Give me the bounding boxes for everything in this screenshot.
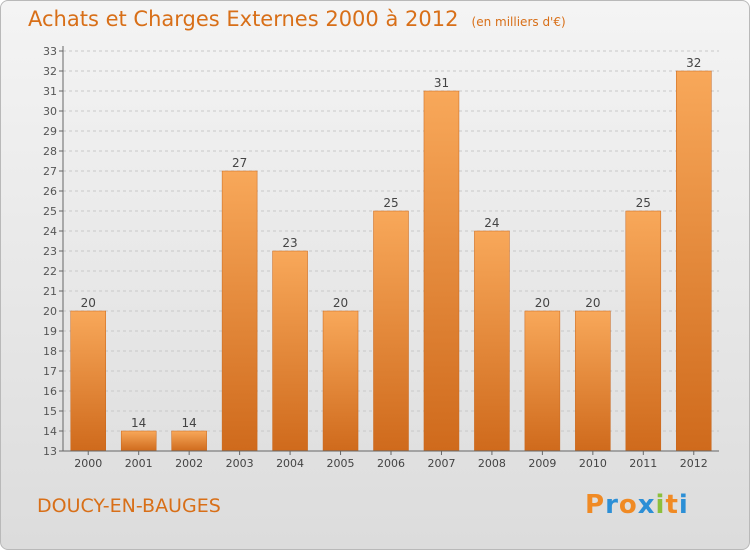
bar-value-label: 24: [484, 216, 499, 230]
logo-letter: r: [605, 490, 619, 520]
bar-value-label: 14: [131, 416, 146, 430]
bar-value-label: 31: [434, 76, 449, 90]
y-tick-label: 24: [43, 225, 57, 238]
x-tick-label: 2000: [74, 457, 102, 470]
bar-value-label: 32: [686, 56, 701, 70]
x-tick-label: 2001: [125, 457, 153, 470]
x-tick-label: 2003: [226, 457, 254, 470]
bar-2002[interactable]: [171, 430, 207, 452]
y-tick-label: 21: [43, 285, 57, 298]
x-tick-label: 2007: [427, 457, 455, 470]
x-tick-label: 2009: [528, 457, 556, 470]
y-tick-label: 22: [43, 265, 57, 278]
bar-2012[interactable]: [676, 70, 712, 452]
bar-2010[interactable]: [575, 310, 611, 452]
bar-2006[interactable]: [373, 210, 409, 452]
chart-title-unit: (en milliers d'€): [471, 15, 566, 29]
bar-2003[interactable]: [221, 170, 258, 452]
y-tick-label: 15: [43, 405, 57, 418]
x-tick-label: 2008: [478, 457, 506, 470]
x-tick-label: 2002: [175, 457, 203, 470]
x-tick-label: 2010: [579, 457, 607, 470]
bar-value-label: 20: [535, 296, 550, 310]
logo-letter: o: [618, 490, 638, 520]
bar-value-label: 20: [81, 296, 96, 310]
bar-2001[interactable]: [120, 430, 157, 452]
x-tick-label: 2006: [377, 457, 405, 470]
logo-letter: i: [678, 490, 689, 520]
y-tick-label: 29: [43, 125, 57, 138]
proxiti-logo[interactable]: Proxiti: [585, 490, 689, 520]
y-tick-label: 18: [43, 345, 57, 358]
bar-2008[interactable]: [474, 230, 510, 452]
bar-2004[interactable]: [272, 250, 308, 452]
y-tick-label: 27: [43, 165, 57, 178]
x-tick-label: 2011: [629, 457, 657, 470]
chart-title: Achats et Charges Externes 2000 à 2012 (…: [28, 7, 566, 31]
bar-value-label: 27: [232, 156, 247, 170]
logo-letter: P: [585, 490, 606, 520]
bar-2011[interactable]: [625, 210, 662, 452]
y-tick-label: 17: [43, 365, 57, 378]
y-tick-label: 28: [43, 145, 57, 158]
y-tick-label: 19: [43, 325, 57, 338]
y-tick-label: 33: [43, 45, 57, 58]
logo-letter: t: [665, 490, 679, 520]
bar-2000[interactable]: [70, 310, 106, 452]
bar-value-label: 20: [333, 296, 348, 310]
y-tick-label: 26: [43, 185, 57, 198]
bar-value-label: 20: [585, 296, 600, 310]
bar-2005[interactable]: [322, 310, 359, 452]
bar-value-label: 23: [282, 236, 297, 250]
bar-2007[interactable]: [423, 90, 460, 452]
y-tick-label: 20: [43, 305, 57, 318]
y-tick-label: 31: [43, 85, 57, 98]
y-tick-label: 16: [43, 385, 57, 398]
bar-value-label: 25: [383, 196, 398, 210]
bar-value-label: 25: [636, 196, 651, 210]
y-tick-label: 30: [43, 105, 57, 118]
y-tick-label: 14: [43, 425, 57, 438]
x-tick-label: 2005: [327, 457, 355, 470]
location-name: DOUCY-EN-BAUGES: [37, 495, 221, 517]
y-tick-label: 32: [43, 65, 57, 78]
x-tick-label: 2004: [276, 457, 304, 470]
x-tick-label: 2012: [680, 457, 708, 470]
y-tick-label: 25: [43, 205, 57, 218]
bar-value-label: 14: [182, 416, 197, 430]
logo-letter: i: [655, 490, 666, 520]
y-tick-label: 23: [43, 245, 57, 258]
bar-2009[interactable]: [524, 310, 561, 452]
y-tick-label: 13: [43, 445, 57, 458]
chart-title-main: Achats et Charges Externes 2000 à 2012: [28, 7, 459, 31]
logo-letter: x: [637, 490, 656, 520]
